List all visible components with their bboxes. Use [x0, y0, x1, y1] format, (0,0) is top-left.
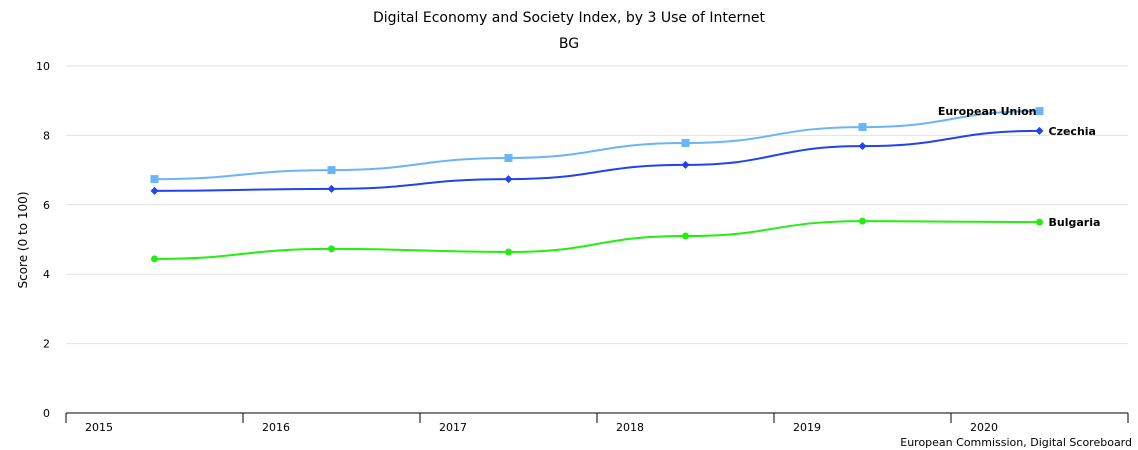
y-tick-label: 2: [43, 338, 50, 351]
x-tick-label: 2019: [793, 421, 821, 434]
x-tick-label: 2015: [85, 421, 113, 434]
data-point-bulgaria: [328, 245, 335, 253]
y-tick-label: 0: [43, 407, 50, 420]
x-tick-label: 2016: [262, 421, 290, 434]
data-point-european-union: [681, 139, 690, 148]
series-label-bulgaria: Bulgaria: [1049, 216, 1101, 229]
data-point-czechia: [327, 184, 336, 193]
data-point-european-union: [327, 166, 336, 175]
series-line-bulgaria: [154, 220, 1040, 260]
data-point-european-union: [504, 153, 513, 162]
source-credit: European Commission, Digital Scoreboard: [900, 436, 1132, 449]
data-point-bulgaria: [151, 255, 158, 263]
y-tick-label: 6: [43, 199, 50, 212]
data-point-european-union: [1035, 107, 1044, 116]
y-axis-label: Score (0 to 100): [16, 191, 30, 288]
y-tick-label: 10: [36, 60, 50, 73]
x-tick-label: 2017: [439, 421, 467, 434]
chart-title: Digital Economy and Society Index, by 3 …: [373, 10, 766, 26]
y-tick-label: 8: [43, 129, 50, 142]
data-point-czechia: [150, 186, 159, 195]
x-tick-label: 2020: [970, 421, 998, 434]
series-line-czechia: [154, 129, 1040, 192]
series-line-european-union: [154, 110, 1040, 181]
data-point-bulgaria: [859, 217, 866, 225]
data-point-bulgaria: [505, 248, 512, 256]
chart-subtitle: BG: [559, 36, 579, 52]
series-label-european-union: European Union: [938, 105, 1037, 118]
y-tick-label: 4: [43, 268, 50, 281]
data-point-european-union: [150, 175, 159, 184]
data-point-bulgaria: [1036, 218, 1043, 226]
x-tick-label: 2018: [616, 421, 644, 434]
data-point-czechia: [1035, 126, 1044, 135]
data-point-czechia: [504, 175, 513, 184]
data-point-european-union: [858, 123, 867, 132]
data-point-czechia: [858, 142, 867, 151]
data-point-czechia: [681, 160, 690, 169]
data-point-bulgaria: [682, 232, 689, 240]
series-label-czechia: Czechia: [1049, 125, 1096, 138]
